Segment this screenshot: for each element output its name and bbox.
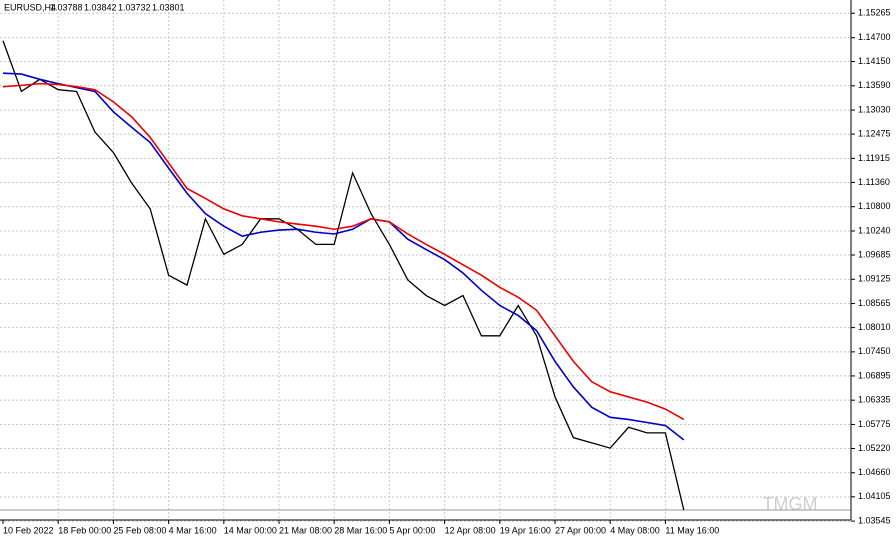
y-tick-label: 1.13590 bbox=[858, 80, 891, 90]
series-line bbox=[2, 72, 685, 441]
open: 1.03788 bbox=[50, 2, 83, 12]
plot bbox=[0, 40, 851, 511]
x-tick-label: 28 Mar 16:00 bbox=[334, 525, 387, 535]
series-line bbox=[2, 82, 685, 421]
y-tick-label: 1.09125 bbox=[858, 274, 891, 284]
close: 1.03801 bbox=[152, 2, 185, 12]
x-tick-label: 27 Apr 00:00 bbox=[555, 525, 606, 535]
x-tick-label: 25 Feb 08:00 bbox=[113, 525, 166, 535]
y-tick-label: 1.04105 bbox=[858, 491, 891, 501]
y-tick-label: 1.06895 bbox=[858, 370, 891, 380]
x-tick-label: 18 Feb 00:00 bbox=[58, 525, 111, 535]
x-tick-label: 10 Feb 2022 bbox=[3, 525, 54, 535]
y-tick-label: 1.03545 bbox=[858, 515, 891, 525]
y-tick-label: 1.07450 bbox=[858, 346, 891, 356]
x-tick-label: 4 May 08:00 bbox=[610, 525, 660, 535]
low: 1.03732 bbox=[118, 2, 151, 12]
x-tick-label: 21 Mar 08:00 bbox=[279, 525, 332, 535]
y-tick-label: 1.14150 bbox=[858, 56, 891, 66]
y-tick-label: 1.15265 bbox=[858, 8, 891, 18]
y-tick-label: 1.10240 bbox=[858, 225, 891, 235]
y-tick-label: 1.05775 bbox=[858, 419, 891, 429]
high: 1.03842 bbox=[84, 2, 117, 12]
x-tick-label: 14 Mar 00:00 bbox=[224, 525, 277, 535]
grid bbox=[0, 0, 851, 522]
x-tick-label: 19 Apr 16:00 bbox=[500, 525, 551, 535]
y-tick-label: 1.06335 bbox=[858, 395, 891, 405]
y-tick-label: 1.13030 bbox=[858, 104, 891, 114]
watermark: TMGM bbox=[763, 494, 818, 514]
y-tick-label: 1.09685 bbox=[858, 249, 891, 259]
symbol: EURUSD,H4 bbox=[4, 2, 56, 12]
x-tick-label: 4 Mar 16:00 bbox=[169, 525, 217, 535]
y-tick-label: 1.05220 bbox=[858, 443, 891, 453]
y-tick-label: 1.08565 bbox=[858, 298, 891, 308]
x-tick-label: 11 May 16:00 bbox=[665, 525, 719, 535]
y-tick-label: 1.14700 bbox=[858, 32, 891, 42]
y-tick-label: 1.11915 bbox=[858, 153, 890, 163]
y-tick-label: 1.10800 bbox=[858, 201, 891, 211]
series-line bbox=[2, 40, 685, 511]
x-tick-label: 5 Apr 00:00 bbox=[389, 525, 435, 535]
y-tick-label: 1.11360 bbox=[858, 177, 890, 187]
x-tick-label: 12 Apr 08:00 bbox=[445, 525, 496, 535]
y-tick-label: 1.12475 bbox=[858, 128, 891, 138]
y-tick-label: 1.04660 bbox=[858, 467, 891, 477]
y-tick-label: 1.08010 bbox=[858, 322, 891, 332]
